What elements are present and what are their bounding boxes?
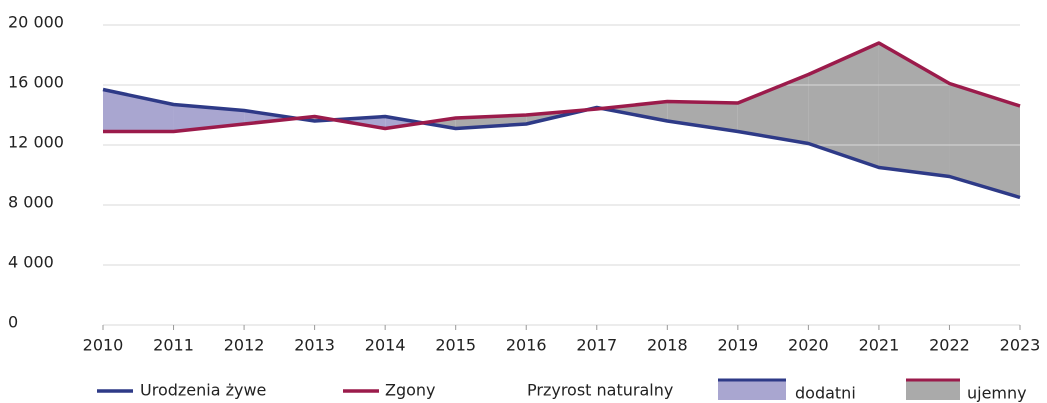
- area-fill: [949, 83, 1020, 198]
- y-tick-label: 12 000: [8, 133, 64, 152]
- area-fill: [103, 89, 174, 132]
- grid: [102, 24, 1021, 330]
- area-fill: [878, 43, 950, 177]
- x-tick-label: 2015: [435, 336, 476, 355]
- x-tick-label: 2013: [294, 336, 335, 355]
- y-tick-label: 0: [8, 313, 18, 332]
- area-fill: [667, 101, 738, 132]
- x-tick-label: 2011: [153, 336, 194, 355]
- area-fills: [103, 43, 1020, 198]
- x-tick-label: 2021: [859, 336, 900, 355]
- legend-title: Przyrost naturalny: [527, 381, 673, 400]
- x-tick-label: 2018: [647, 336, 688, 355]
- legend-label: ujemny: [967, 384, 1027, 403]
- legend-swatch: [906, 379, 960, 400]
- x-tick-label: 2019: [717, 336, 758, 355]
- y-tick-label: 4 000: [8, 253, 54, 272]
- x-tick-label: 2012: [224, 336, 265, 355]
- series-line: [103, 41, 1021, 134]
- legend-swatch: [718, 379, 786, 400]
- area-fill: [737, 74, 809, 144]
- legend-label: Zgony: [385, 381, 436, 400]
- x-tick-label: 2014: [365, 336, 406, 355]
- x-tick-label: 2020: [788, 336, 829, 355]
- area-fill: [808, 43, 879, 168]
- y-tick-label: 20 000: [8, 13, 64, 32]
- x-tick-label: 2016: [506, 336, 547, 355]
- legend-label: dodatni: [795, 384, 856, 403]
- x-tick-label: 2010: [83, 336, 124, 355]
- y-tick-label: 16 000: [8, 73, 64, 92]
- x-tick-label: 2023: [1000, 336, 1041, 355]
- x-tick-label: 2017: [576, 336, 617, 355]
- y-tick-label: 8 000: [8, 193, 54, 212]
- legend-label: Urodzenia żywe: [140, 381, 266, 400]
- series-line: [102, 87, 1021, 200]
- x-tick-label: 2022: [929, 336, 970, 355]
